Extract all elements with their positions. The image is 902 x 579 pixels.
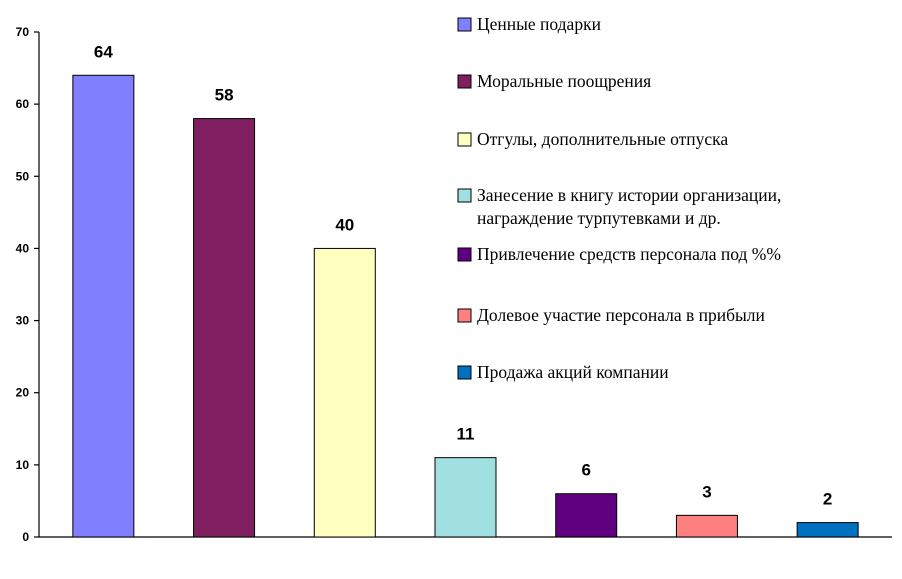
legend-swatch bbox=[457, 308, 472, 323]
legend-label: награждение турпутевками и др. bbox=[477, 208, 721, 228]
legend-label: Привлечение средств персонала под %% bbox=[477, 244, 781, 264]
legend-label: Отгулы, дополнительные отпуска bbox=[477, 129, 728, 149]
legend-swatch bbox=[457, 132, 472, 147]
axes: 0 10 20 30 40 50 60 70 bbox=[16, 25, 892, 544]
legend-swatch bbox=[457, 74, 472, 89]
legend-label: Продажа акций компании bbox=[477, 362, 669, 382]
legend-label: Моральные поощрения bbox=[477, 71, 651, 91]
legend-swatch bbox=[457, 365, 472, 380]
y-tick-label: 10 bbox=[16, 458, 30, 472]
legend-swatch bbox=[457, 247, 472, 262]
legend-label: Долевое участие персонала в прибыли bbox=[477, 305, 765, 325]
legend-swatch bbox=[457, 17, 472, 32]
data-label: 58 bbox=[215, 86, 234, 105]
bar bbox=[555, 493, 618, 538]
data-label: 6 bbox=[581, 461, 590, 480]
y-tick-label: 20 bbox=[16, 386, 30, 400]
data-labels: 64 58 40 11 6 3 2 bbox=[94, 42, 832, 508]
data-label: 2 bbox=[823, 490, 832, 509]
y-tick-label: 0 bbox=[22, 530, 29, 544]
bar bbox=[796, 522, 859, 538]
data-label: 11 bbox=[457, 425, 475, 444]
legend-label: Ценные подарки bbox=[477, 14, 601, 34]
y-tick-label: 40 bbox=[16, 241, 30, 255]
bar bbox=[313, 247, 376, 538]
legend: Ценные подарки Моральные поощрения Отгулы,… bbox=[457, 14, 781, 382]
data-label: 40 bbox=[335, 215, 354, 234]
y-tick-label: 70 bbox=[16, 25, 30, 39]
bar bbox=[434, 457, 497, 538]
bar bbox=[72, 74, 135, 538]
legend-swatch bbox=[457, 188, 472, 203]
legend-label: Занесение в книгу истории организации, bbox=[477, 185, 781, 205]
bar bbox=[675, 514, 738, 538]
y-tick-label: 30 bbox=[16, 314, 30, 328]
bar bbox=[193, 118, 256, 538]
bars bbox=[72, 74, 859, 538]
y-tick-label: 60 bbox=[16, 97, 30, 111]
data-label: 3 bbox=[702, 482, 711, 501]
data-label: 64 bbox=[94, 42, 113, 61]
y-tick-label: 50 bbox=[16, 169, 30, 183]
